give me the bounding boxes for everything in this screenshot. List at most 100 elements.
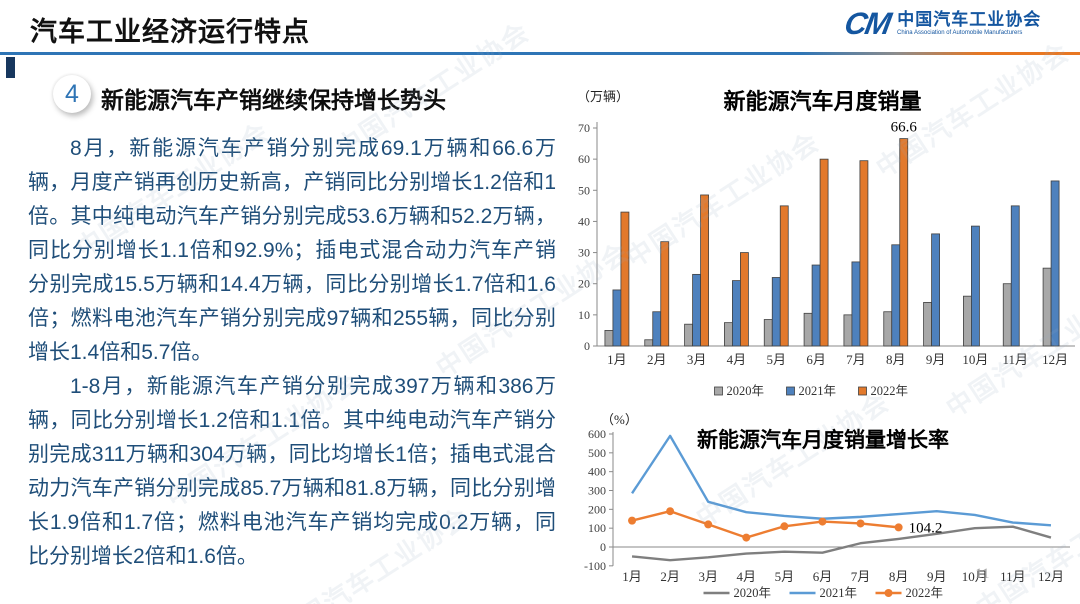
x-category-label: 8月 [889,569,909,584]
header-divider [0,52,1080,55]
bar-2020年 [883,311,893,347]
y-tick-label: 600 [588,427,606,441]
marker-2022年 [856,519,865,528]
x-category-label: 9月 [926,352,946,367]
bar-2022年 [779,205,789,347]
bar-2021年 [732,280,741,347]
caam-logo-monogram-icon: CM [841,6,893,41]
legend-label: 2022年 [906,586,944,600]
y-tick-label: 60 [578,152,590,166]
legend-label: 2020年 [727,384,765,398]
bar-2022年 [660,241,670,347]
bar-2022年 [740,252,749,347]
logo-org-name-cn: 中国汽车工业协会 [897,9,1042,29]
x-category-label: 5月 [775,569,795,584]
x-category-label: 2月 [660,569,680,584]
x-category-label: 10月 [962,352,988,367]
bar-2020年 [923,301,932,347]
marker-2022年 [780,522,789,531]
bar-chart-plot: 0 10 20 30 40 50 60 70 1月 2月 3月 4月 5月 6月 7月 8月 9月 10月 11月 1… [578,120,1075,398]
bar-2020年 [684,323,693,347]
bar-2021年 [1050,180,1060,347]
bar-2020年 [724,322,733,347]
line-chart-plot: 600 500 400 300 200 100 0 -100 1月 2月 3月 4月 5月 6月 7月 8月 9… [584,427,1070,600]
marker-2022年 [666,507,675,516]
x-category-label: 7月 [851,569,871,584]
y-tick-label: 200 [588,502,606,516]
bar-2020年 [1042,267,1052,347]
x-category-label: 2月 [647,352,667,367]
y-tick-label: 20 [578,277,590,291]
x-category-label: 6月 [806,352,826,367]
y-tick-label: 40 [578,214,590,228]
bar-chart-unit-label: （万辆） [577,89,630,104]
bar-2021年 [771,277,781,347]
line-2022年 [631,510,899,539]
legend-label: 2020年 [734,586,772,600]
legend-swatch-2022年 [858,386,867,396]
caam-logo: CM 中国汽车工业协会 China Association of Automob… [841,6,1042,41]
page-title: 汽车工业经济运行特点 [30,17,310,47]
x-category-label: 6月 [813,569,833,584]
legend-label: 2022年 [871,384,909,398]
legend-swatch-2020年 [714,386,723,396]
bar-2020年 [763,319,773,347]
bar-2020年 [1002,283,1012,347]
x-category-label: 4月 [737,569,757,584]
bar-2021年 [612,289,622,347]
bar-2022年 [620,211,630,347]
y-tick-label: 300 [588,484,606,498]
x-category-label: 11月 [1002,352,1028,367]
last-value-label: 104.2 [909,520,943,536]
marker-2022年 [704,520,713,529]
y-tick-label: 400 [588,465,606,479]
bar-2021年 [931,233,940,347]
y-tick-label: 30 [578,246,590,260]
x-category-label: 8月 [886,352,906,367]
legend-label: 2021年 [799,384,837,398]
bar-2020年 [604,330,614,347]
line-2021年 [631,434,1052,527]
bar-2020年 [644,339,654,347]
bar-2021年 [891,244,901,347]
bar-2021年 [692,273,701,347]
marker-2022年 [742,533,751,542]
line-2020年 [631,525,1052,562]
caam-logo-text: 中国汽车工业协会 China Association of Automobile… [897,9,1042,37]
x-category-label: 3月 [698,569,718,584]
x-category-label: 12月 [1038,569,1064,584]
bar-2021年 [1010,205,1020,347]
line-chart-title: 新能源汽车月度销量增长率 [697,429,949,452]
bar-2022年 [700,194,709,347]
paragraph-august: 8月，新能源汽车产销分别完成69.1万辆和66.6万辆，月度产销再创历史新高，产… [28,137,556,364]
bar-chart-title: 新能源汽车月度销量 [723,89,922,114]
body-text-block: 8月，新能源汽车产销分别完成69.1万辆和66.6万辆，月度产销再创历史新高，产… [28,132,556,574]
paragraph-jan-aug: 1-8月，新能源汽车产销分别完成397万辆和386万辆，同比分别增长1.2倍和1… [28,375,556,568]
y-tick-label: 0 [600,540,606,554]
logo-org-name-en: China Association of Automobile Manufact… [897,29,1023,36]
x-category-label: 10月 [962,569,988,584]
bar-2020年 [803,312,813,347]
bar-2022年 [899,138,909,347]
x-category-label: 3月 [687,352,707,367]
x-category-label: 4月 [727,352,747,367]
marker-2022年 [818,517,827,526]
marker-2022年 [894,523,903,532]
bar-2020年 [843,314,853,347]
x-category-label: 5月 [766,352,786,367]
legend-swatch-2021年 [786,386,795,396]
x-category-label: 12月 [1042,352,1068,367]
x-category-label: 1月 [622,569,642,584]
bar-2021年 [851,261,861,347]
marker-2022年 [628,516,637,525]
section-number-badge: 4 [53,75,91,113]
x-category-label: 7月 [846,352,866,367]
y-tick-label: 100 [588,521,606,535]
bar-2022年 [859,160,869,347]
y-tick-label: 10 [578,308,590,322]
y-tick-label: 50 [578,183,590,197]
bar-2021年 [652,311,662,347]
legend-label: 2021年 [820,586,858,600]
bar-2021年 [811,264,821,347]
section-title: 新能源汽车产销继续保持增长势头 [101,87,446,113]
